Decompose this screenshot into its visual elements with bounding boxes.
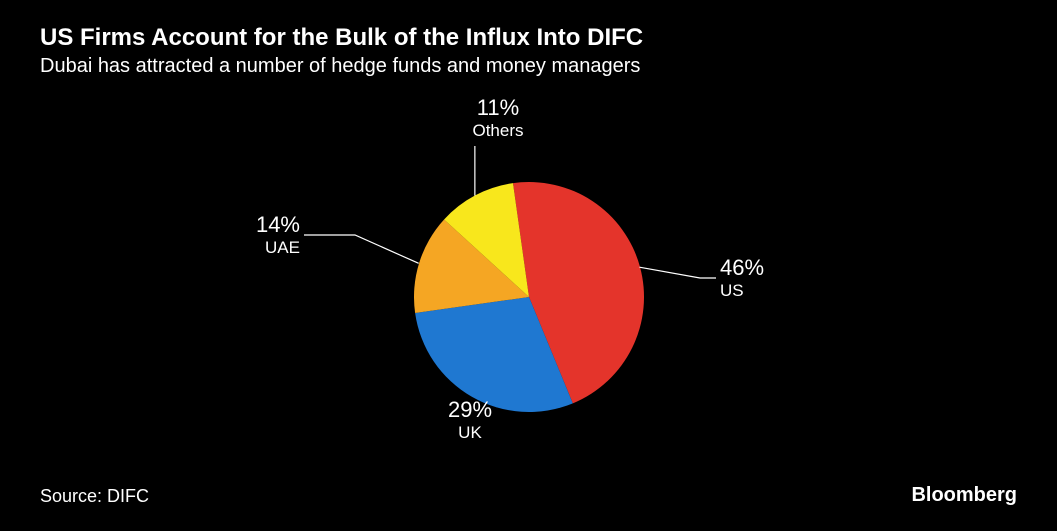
label-uae: 14%UAE [256, 212, 300, 258]
label-name: Others [472, 121, 523, 141]
chart-area: 46%US29%UK14%UAE11%Others [0, 0, 1057, 531]
leader-uae [304, 235, 419, 263]
chart-container: US Firms Account for the Bulk of the Inf… [0, 0, 1057, 531]
label-name: UK [448, 423, 492, 443]
leader-us [639, 267, 716, 278]
label-name: UAE [256, 238, 300, 258]
label-percent: 46% [720, 255, 764, 281]
pie-chart [414, 182, 644, 412]
source-text: Source: DIFC [40, 486, 149, 507]
label-percent: 14% [256, 212, 300, 238]
label-us: 46%US [720, 255, 764, 301]
label-name: US [720, 281, 764, 301]
label-percent: 11% [472, 95, 523, 121]
label-others: 11%Others [472, 95, 523, 141]
brand-logo: Bloomberg [911, 484, 1017, 507]
